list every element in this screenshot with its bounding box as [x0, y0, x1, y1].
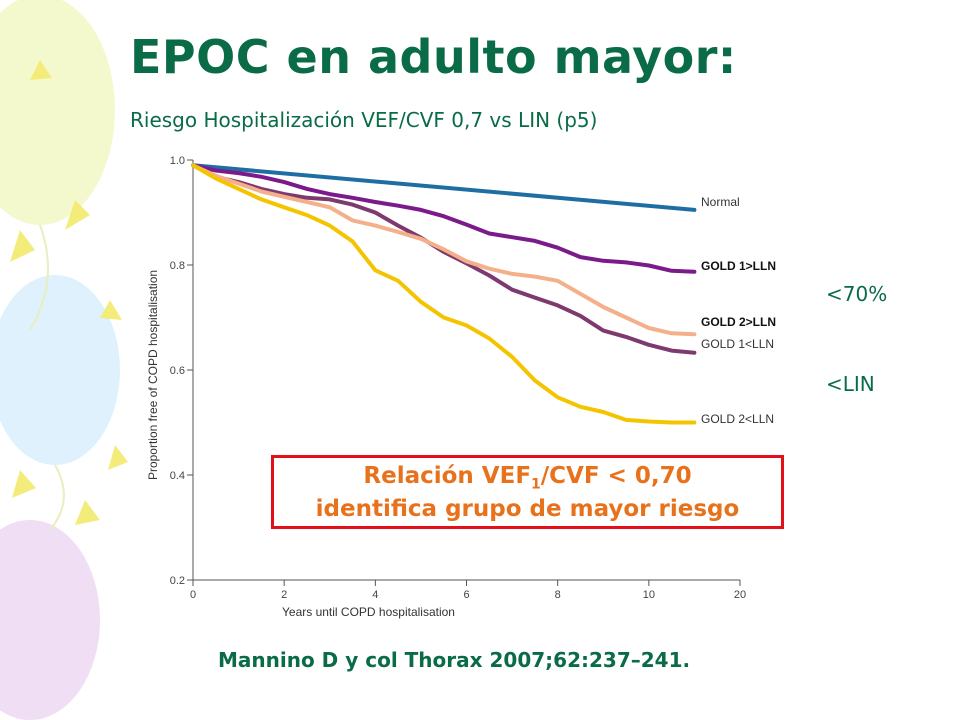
series-line-gold-2-lln	[191, 163, 697, 425]
x-tick-label: 10	[643, 589, 655, 601]
citation: Mannino D y col Thorax 2007;62:237–241.	[218, 648, 691, 672]
side-label-upper: <70%	[826, 282, 888, 306]
series-line-gold-2-lln	[191, 163, 697, 355]
balloon-blue	[0, 275, 120, 465]
x-tick-label: 4	[372, 589, 378, 601]
y-tick-label: 0.4	[170, 470, 185, 482]
y-tick-label: 0.8	[170, 260, 185, 272]
chart-series-labels: Normal GOLD 1>LLN GOLD 2>LLN GOLD 1<LLN GOLD…	[701, 195, 776, 426]
x-axis-title: Years until COPD hospitalisation	[282, 605, 455, 619]
series-label-gold-1-lln: GOLD 1<LLN	[701, 337, 774, 351]
y-tick-label: 0.2	[170, 575, 185, 587]
x-tick-label: 2	[281, 589, 287, 601]
confetti-decoration	[10, 60, 128, 525]
callout-box: Relación VEF1/CVF < 0,70 identifica grup…	[271, 455, 784, 529]
series-line-gold-1-lln	[191, 163, 697, 337]
series-line-gold-1-lln	[191, 163, 697, 274]
chart-series	[191, 163, 697, 425]
series-label-gold-1-lln: GOLD 1>LLN	[701, 259, 776, 273]
balloon-yellow	[0, 0, 115, 225]
y-tick-label: 0.6	[170, 365, 185, 377]
x-tick-label: 0	[190, 589, 196, 601]
series-label-gold-2-lln: GOLD 2>LLN	[701, 315, 776, 329]
x-tick-label: 20	[734, 589, 746, 601]
y-axis-title: Proportion free of COPD hospitalisation	[146, 270, 160, 480]
series-line-normal	[191, 163, 697, 212]
x-tick-label: 8	[555, 589, 561, 601]
chart-axes: 0 2 4 6 8 10 20 0.2 0.4 0.6 0.8 1.0 Years until COPD…	[146, 155, 746, 619]
y-tick-label: 1.0	[170, 155, 185, 167]
callout-line-1: Relación VEF1/CVF < 0,70	[363, 463, 692, 493]
balloon-purple	[0, 520, 100, 720]
callout-line-2: identifica grupo de mayor riesgo	[315, 496, 740, 522]
series-label-gold-2-lln: GOLD 2<LLN	[701, 412, 774, 426]
slide-title: EPOC en adulto mayor:	[130, 30, 737, 84]
side-label-lower: <LIN	[826, 372, 875, 396]
series-label-normal: Normal	[701, 195, 740, 209]
slide-subtitle: Riesgo Hospitalización VEF/CVF 0,7 vs LI…	[130, 108, 598, 132]
x-tick-label: 6	[463, 589, 469, 601]
